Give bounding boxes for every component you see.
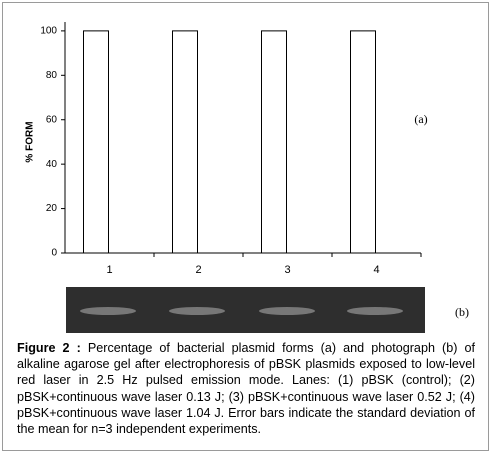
- gel-label: (b): [455, 305, 469, 319]
- y-tick-label: 60: [46, 114, 58, 125]
- x-tick-label: 4: [373, 264, 379, 276]
- y-tick-label: 20: [46, 203, 58, 214]
- gel-bands: [80, 307, 403, 315]
- y-tick-label: 40: [46, 159, 58, 170]
- bar: [172, 30, 198, 254]
- y-tick-label: 80: [46, 70, 58, 81]
- bar: [261, 30, 287, 254]
- bar: [350, 30, 376, 254]
- y-tick-label: 0: [51, 248, 57, 259]
- panel-label: (a): [414, 112, 427, 126]
- caption: Figure 2 : Percentage of bacterial plasm…: [17, 340, 475, 437]
- caption-label: Figure 2 :: [17, 341, 81, 355]
- chart: % FORM (a) (b) 0 20 40 60 80 100 1 2 3 4: [25, 22, 469, 333]
- y-axis-label: % FORM: [25, 121, 36, 162]
- bar: [83, 30, 109, 254]
- x-tick-label: 3: [284, 264, 290, 276]
- x-tick-label: 1: [106, 264, 112, 276]
- caption-text: Percentage of bacterial plasmid forms (a…: [17, 341, 475, 437]
- y-tick-label: 100: [40, 26, 57, 37]
- x-tick-label: 2: [195, 264, 201, 276]
